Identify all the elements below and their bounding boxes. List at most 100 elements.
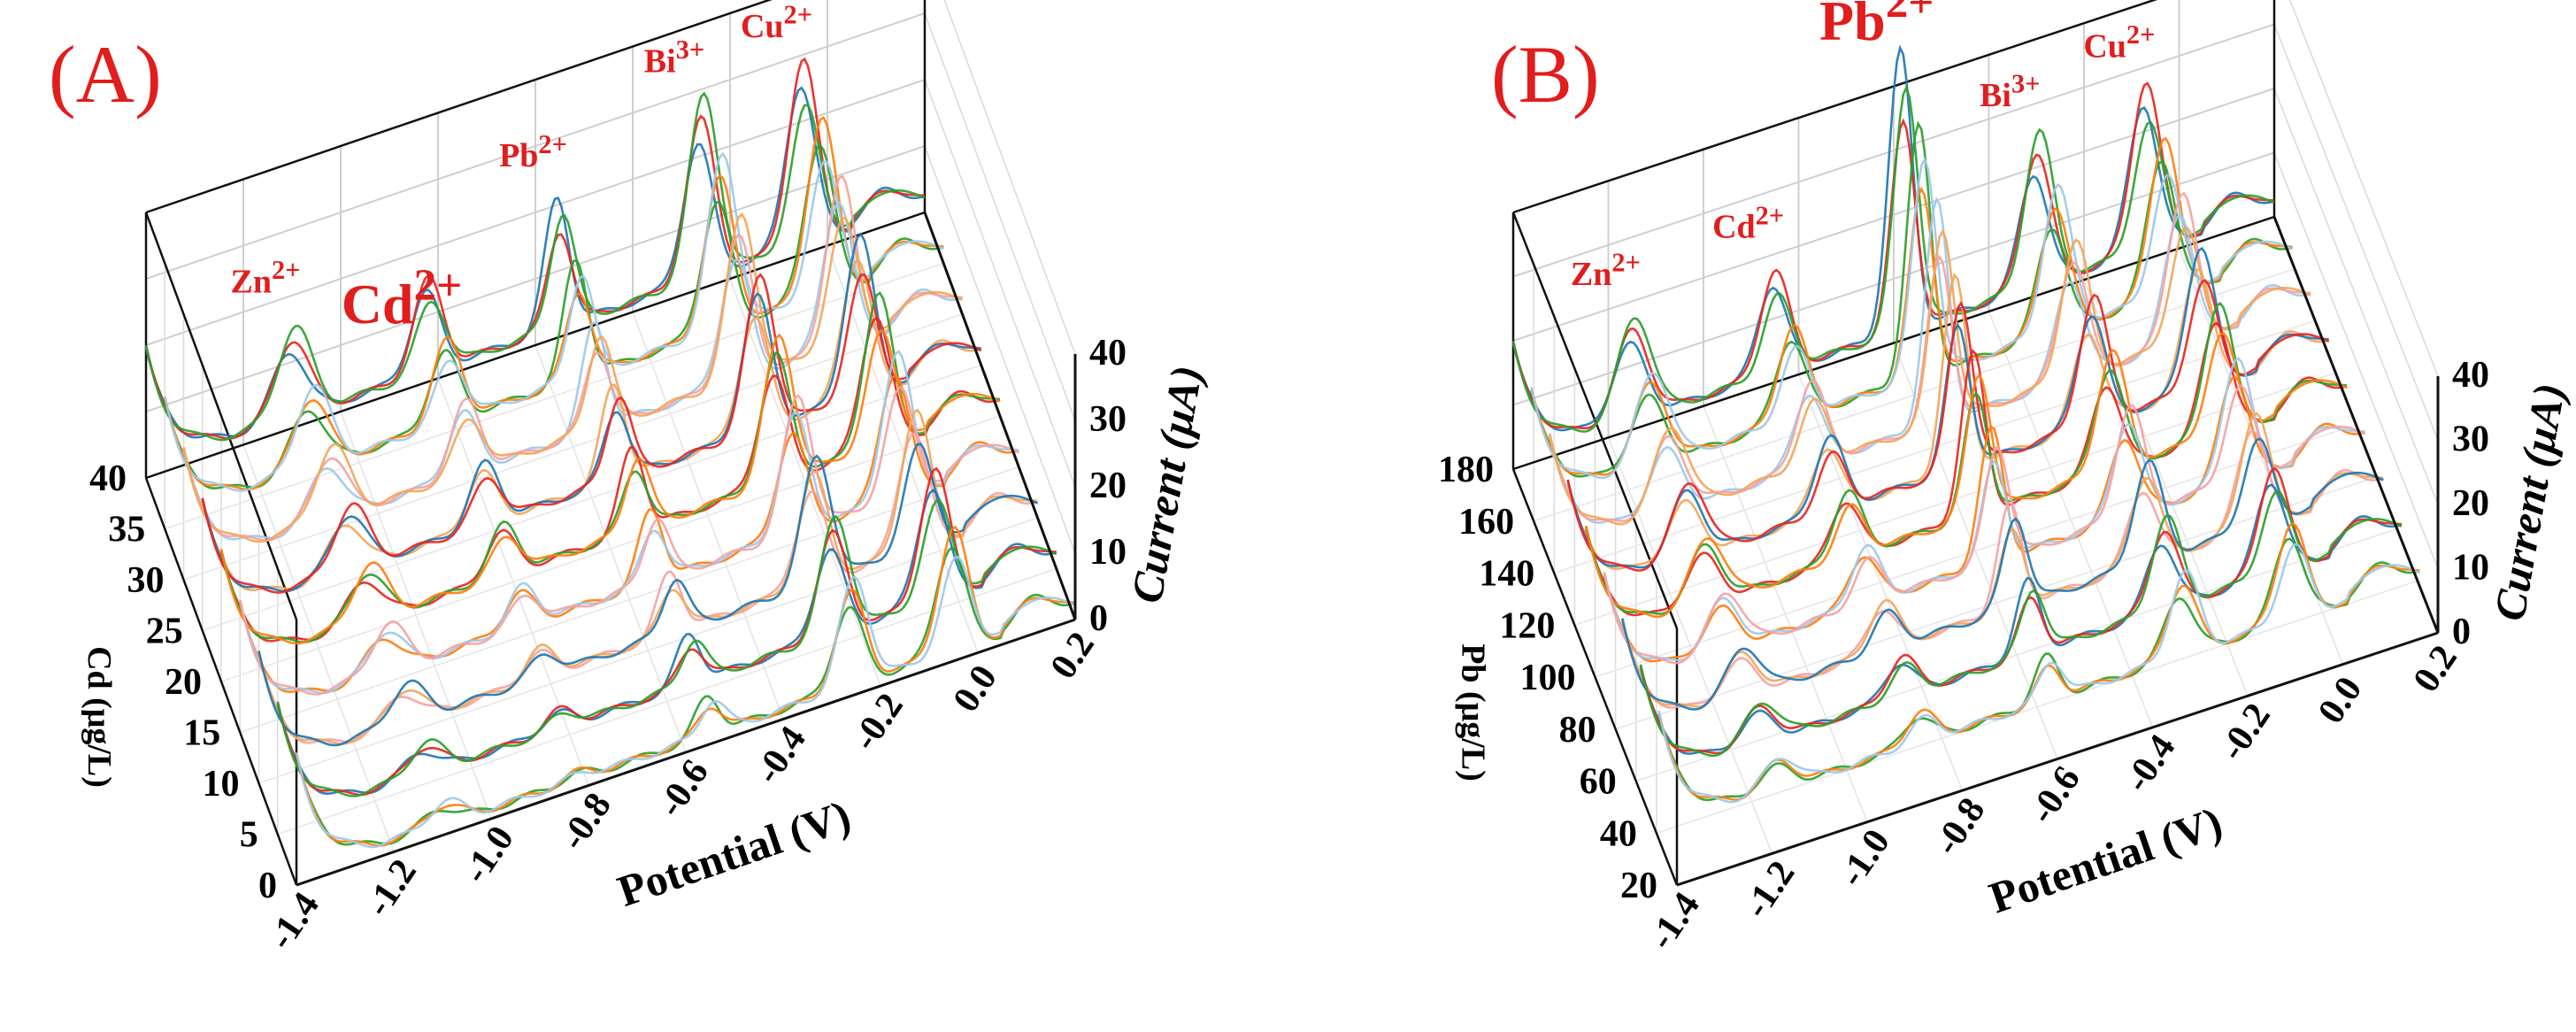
x-tick-label: -0.6 — [650, 752, 717, 824]
z-tick-label: 20 — [2452, 483, 2489, 524]
series-line — [201, 273, 982, 594]
y-tick-label: 80 — [1559, 710, 1596, 751]
right-wall-gridline — [2273, 152, 2439, 569]
series-line — [295, 525, 1076, 847]
floor-gridline — [277, 567, 1057, 836]
y-tick-label: 40 — [1600, 813, 1637, 854]
series-line — [258, 431, 1038, 744]
floor-gridline — [240, 466, 1019, 734]
right-wall-gridline — [2273, 88, 2439, 505]
ion-label-zn: Zn2+ — [231, 255, 301, 300]
ion-symbol: Bi — [1980, 77, 2011, 114]
back-wall-gridline — [1512, 88, 2275, 342]
floor-gridline — [1554, 320, 2316, 574]
grid — [1512, 0, 2439, 886]
ion-symbol: Cd — [1712, 208, 1756, 245]
ion-label-pb: Pb2+ — [1819, 0, 1934, 52]
x-tick-label: 0.0 — [2311, 670, 2370, 731]
panel-b: -1.4 -1.2 -1.0 -0.8 -0.6 -0.4 -0.2 0.00.2204060… — [1438, 0, 2574, 957]
ion-symbol: Cu — [2083, 27, 2126, 65]
z-tick-label: 40 — [2452, 355, 2489, 396]
ion-symbol: Cd — [342, 273, 414, 335]
series-line — [295, 556, 1076, 849]
right-wall-gridline — [2288, 0, 2439, 377]
y-tick-label: 140 — [1479, 554, 1534, 595]
series-line — [276, 466, 1057, 797]
y-tick-label: 20 — [1620, 866, 1657, 906]
right-wall-gridline — [924, 145, 1076, 554]
series-line — [144, 91, 926, 442]
y-tick-label: 30 — [127, 560, 165, 601]
series-line — [1657, 537, 2420, 802]
x-tick-label: -0.2 — [2212, 697, 2279, 768]
box-edge — [145, 0, 773, 214]
series-line — [182, 212, 963, 543]
x-tick-label: -1.2 — [358, 852, 425, 924]
x-tick-label: -1.0 — [1832, 822, 1898, 894]
series-line — [295, 546, 1076, 846]
series-line — [1584, 331, 2348, 619]
series-line — [164, 116, 944, 491]
axis-line — [296, 618, 1076, 887]
ion-charge: 2+ — [1756, 200, 1785, 230]
ion-label-cd: Cd2+ — [342, 260, 463, 335]
panel-label: (A) — [49, 29, 162, 119]
series-line — [1566, 279, 2330, 572]
y-tick-label: 100 — [1520, 658, 1576, 698]
series-line — [1639, 483, 2403, 755]
y-axis-title: Pb (μg/L) — [1455, 643, 1492, 782]
y-tick-label: 25 — [146, 612, 183, 652]
ion-symbol: Cu — [741, 8, 784, 45]
right-wall-gridline — [924, 12, 1076, 421]
ion-charge: 2+ — [414, 260, 463, 311]
floor-gridline — [1656, 580, 2418, 834]
ion-charge: 3+ — [676, 35, 705, 65]
floor-gridline — [258, 517, 1038, 784]
y-tick-label: 60 — [1580, 762, 1617, 803]
series-line — [182, 174, 963, 542]
x-tick-label: -0.4 — [2117, 728, 2183, 799]
back-wall-gridline — [145, 12, 926, 280]
ion-charge: 2+ — [784, 0, 813, 30]
box-edge — [144, 212, 298, 620]
z-axis-title: Current (μA) — [2484, 380, 2574, 625]
back-wall-gridline — [1512, 151, 2275, 406]
series-line — [1511, 84, 2275, 433]
x-tick-label: -1.0 — [456, 819, 522, 890]
floor-gridline — [1635, 528, 2397, 782]
y-tick-label: 15 — [183, 713, 220, 754]
box-frame — [144, 0, 1077, 886]
x-tick-label: -0.8 — [1926, 790, 1993, 862]
series-line — [276, 499, 1057, 797]
series-line — [1548, 196, 2311, 524]
series-line — [258, 408, 1038, 745]
panel-a: -1.4 -1.2 -1.0 -0.8 -0.6 -0.4 -0.2 0.00.2051015… — [49, 0, 1211, 957]
box-edge — [1511, 468, 1679, 886]
series-line — [1530, 156, 2294, 480]
ion-label-bi: Bi3+ — [644, 35, 704, 80]
series-line — [1621, 436, 2384, 711]
ion-charge: 2+ — [272, 255, 301, 285]
ion-symbol: Zn — [231, 263, 272, 300]
y-tick-label: 180 — [1438, 450, 1494, 490]
series-line — [219, 291, 1001, 643]
x-axis-title: Potential (V) — [611, 790, 857, 916]
right-wall-gridline — [924, 79, 1076, 488]
y-tick-label: 35 — [108, 510, 145, 551]
box-edge — [144, 477, 298, 886]
y-tick-label: 5 — [240, 815, 258, 856]
y-tick-label: 20 — [165, 662, 202, 703]
x-tick-label: -0.8 — [553, 786, 619, 858]
series-line — [1584, 321, 2348, 617]
series-curves — [144, 57, 1076, 849]
y-tick-label: 160 — [1458, 502, 1514, 543]
z-tick-label: 0 — [1089, 598, 1108, 639]
right-wall-gridline — [2273, 24, 2439, 441]
x-tick-label: -0.2 — [845, 686, 911, 758]
z-tick-label: 10 — [1089, 532, 1127, 573]
right-wall-gridline — [943, 0, 1076, 355]
ion-symbol: Pb — [499, 137, 538, 174]
ion-label-cd: Cd2+ — [1712, 200, 1784, 245]
ion-charge: 2+ — [1611, 248, 1641, 278]
box-edge — [145, 211, 926, 480]
